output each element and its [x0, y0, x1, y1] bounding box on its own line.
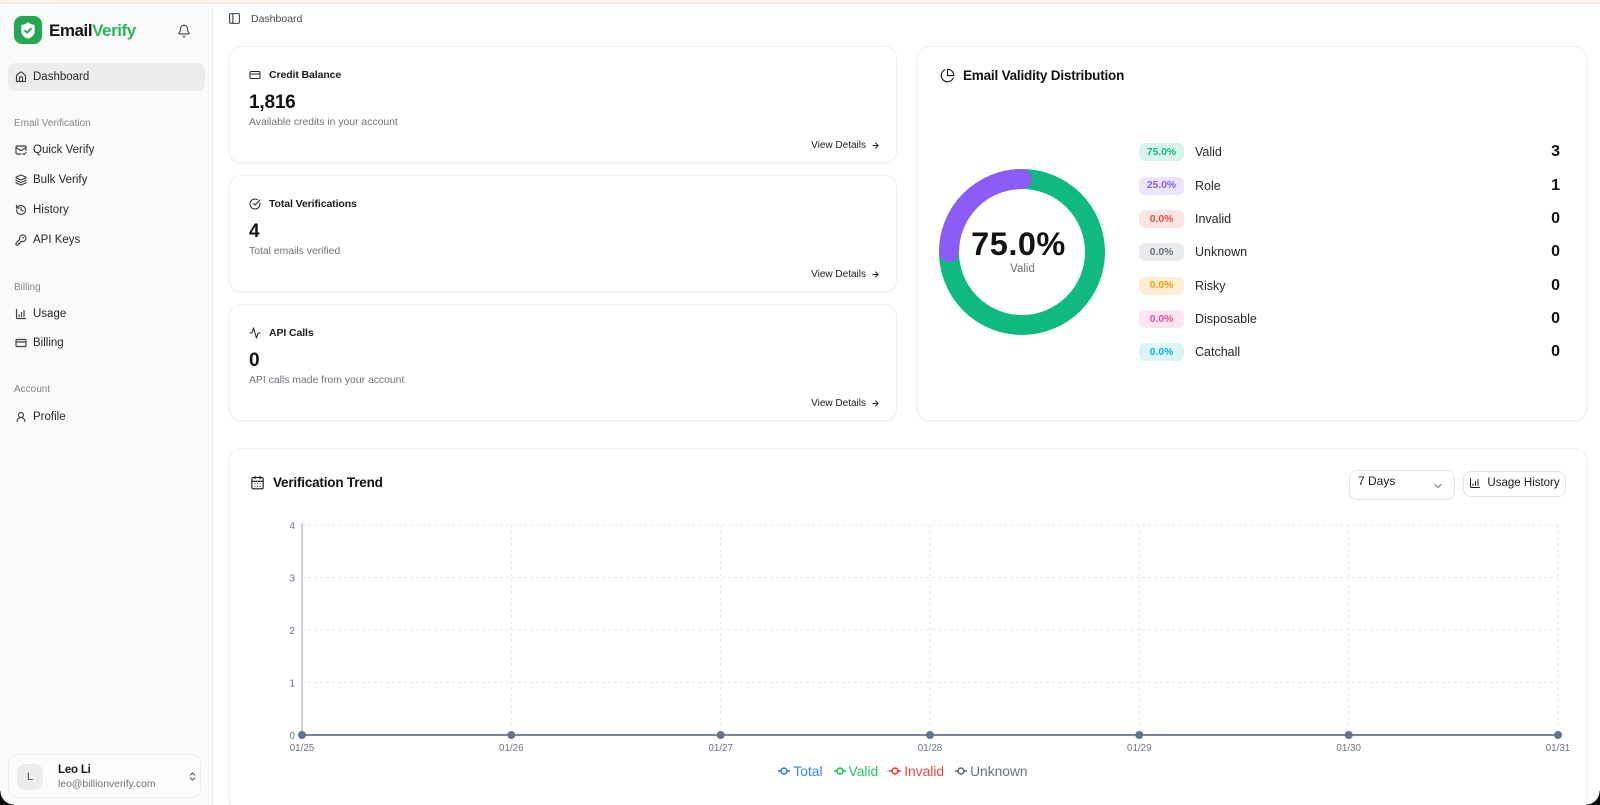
svg-text:2: 2 — [290, 626, 295, 637]
svg-text:01/30: 01/30 — [1336, 743, 1361, 754]
svg-text:01/25: 01/25 — [290, 743, 315, 754]
svg-text:01/31: 01/31 — [1546, 743, 1571, 754]
svg-text:01/26: 01/26 — [499, 743, 524, 754]
svg-text:01/29: 01/29 — [1127, 743, 1152, 754]
svg-text:4: 4 — [290, 521, 296, 532]
svg-text:01/28: 01/28 — [918, 743, 943, 754]
svg-text:01/27: 01/27 — [708, 743, 733, 754]
svg-text:0: 0 — [290, 731, 296, 742]
svg-text:1: 1 — [290, 679, 295, 690]
svg-text:3: 3 — [290, 574, 296, 585]
